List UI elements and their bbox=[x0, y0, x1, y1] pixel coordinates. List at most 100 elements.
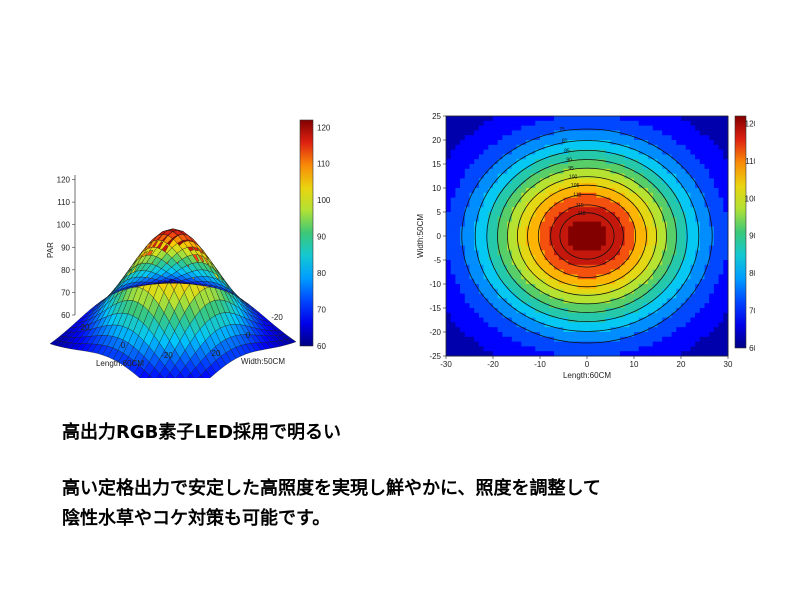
contour-cell bbox=[450, 183, 456, 189]
contour-cell bbox=[699, 240, 705, 246]
contour-cell bbox=[460, 279, 466, 285]
contour-cell bbox=[610, 164, 616, 170]
contour-cell bbox=[450, 125, 456, 131]
contour-cell bbox=[493, 202, 499, 208]
contour-cell bbox=[511, 341, 517, 347]
contour-x-tick-label: -30 bbox=[440, 360, 452, 369]
contour-cell bbox=[648, 212, 654, 218]
contour-cell bbox=[455, 288, 461, 294]
contour-cell bbox=[648, 260, 654, 266]
contour-cell bbox=[450, 303, 456, 309]
contour-cell bbox=[455, 279, 461, 285]
contour-cell bbox=[446, 164, 452, 170]
contour-cell bbox=[690, 212, 696, 218]
contour-cell bbox=[507, 346, 513, 352]
contour-cell bbox=[572, 336, 578, 342]
contour-cell bbox=[596, 279, 602, 285]
contour-cell bbox=[619, 149, 625, 155]
contour-cell bbox=[676, 279, 682, 285]
contour-cell bbox=[619, 332, 625, 338]
contour-cell bbox=[455, 250, 461, 256]
contour-cell bbox=[643, 346, 649, 352]
contour-cell bbox=[718, 164, 724, 170]
contour-cell bbox=[718, 341, 724, 347]
contour-cell bbox=[624, 140, 630, 146]
contour-cell bbox=[634, 197, 640, 203]
contour-cell bbox=[558, 144, 564, 150]
contour-cell bbox=[558, 164, 564, 170]
surface-mesh bbox=[49, 228, 297, 378]
contour-cell bbox=[450, 197, 456, 203]
contour-cell bbox=[577, 308, 583, 314]
contour-cell bbox=[460, 260, 466, 266]
contour-cell bbox=[488, 312, 494, 318]
contour-cell bbox=[648, 231, 654, 237]
contour-cell bbox=[516, 274, 522, 280]
contour-cell bbox=[676, 351, 682, 357]
contour-cell bbox=[605, 351, 611, 357]
contour-cell bbox=[718, 255, 724, 261]
contour-cell bbox=[704, 216, 710, 222]
contour-cell bbox=[587, 236, 593, 242]
contour-cell bbox=[596, 212, 602, 218]
contour-cell bbox=[605, 226, 611, 232]
contour-cell bbox=[469, 264, 475, 270]
contour-cell bbox=[483, 312, 489, 318]
contour-cell bbox=[516, 250, 522, 256]
contour-cell bbox=[652, 188, 658, 194]
contour-cell bbox=[638, 226, 644, 232]
contour-cell bbox=[723, 336, 729, 342]
contour-cell bbox=[464, 130, 470, 136]
contour-cell bbox=[469, 327, 475, 333]
contour-cell bbox=[540, 159, 546, 165]
contour-cell bbox=[662, 236, 668, 242]
contour-cell bbox=[662, 274, 668, 280]
contour-cell bbox=[605, 154, 611, 160]
contour-cell bbox=[554, 303, 560, 309]
contour-cell bbox=[643, 178, 649, 184]
contour-cell bbox=[657, 140, 663, 146]
contour-cell bbox=[450, 322, 456, 328]
contour-cell bbox=[634, 298, 640, 304]
contour-cell bbox=[643, 168, 649, 174]
contour-cell bbox=[511, 317, 517, 323]
contour-cell bbox=[704, 260, 710, 266]
contour-cell bbox=[662, 159, 668, 165]
contour-cell bbox=[530, 173, 536, 179]
contour-cell bbox=[464, 317, 470, 323]
contour-cell bbox=[596, 269, 602, 275]
contour-cell bbox=[652, 192, 658, 198]
contour-cell bbox=[478, 212, 484, 218]
contour-cell bbox=[587, 279, 593, 285]
contour-cell bbox=[690, 178, 696, 184]
contour-cell bbox=[502, 245, 508, 251]
contour-cell bbox=[666, 351, 672, 357]
contour-cell bbox=[563, 269, 569, 275]
contour-cell bbox=[657, 120, 663, 126]
contour-cell bbox=[502, 154, 508, 160]
contour-cell bbox=[450, 130, 456, 136]
contour-cell bbox=[516, 236, 522, 242]
contour-cell bbox=[634, 154, 640, 160]
contour-cell bbox=[450, 255, 456, 261]
contour-cell bbox=[521, 140, 527, 146]
contour-cell bbox=[535, 269, 541, 275]
contour-cell bbox=[587, 327, 593, 333]
contour-cell bbox=[657, 125, 663, 131]
contour-cell bbox=[713, 192, 719, 198]
contour-cell bbox=[652, 202, 658, 208]
contour-cell bbox=[610, 173, 616, 179]
contour-cell bbox=[601, 154, 607, 160]
contour-cell bbox=[610, 341, 616, 347]
contour-cell bbox=[540, 260, 546, 266]
contour-cell bbox=[685, 216, 691, 222]
contour-cell bbox=[535, 130, 541, 136]
contour-cell bbox=[577, 351, 583, 357]
contour-cell bbox=[615, 303, 621, 309]
contour-cell bbox=[591, 168, 597, 174]
contour-cell bbox=[507, 202, 513, 208]
contour-cell bbox=[723, 264, 729, 270]
contour-cell bbox=[497, 216, 503, 222]
contour-cell bbox=[652, 116, 658, 122]
contour-cell bbox=[605, 164, 611, 170]
